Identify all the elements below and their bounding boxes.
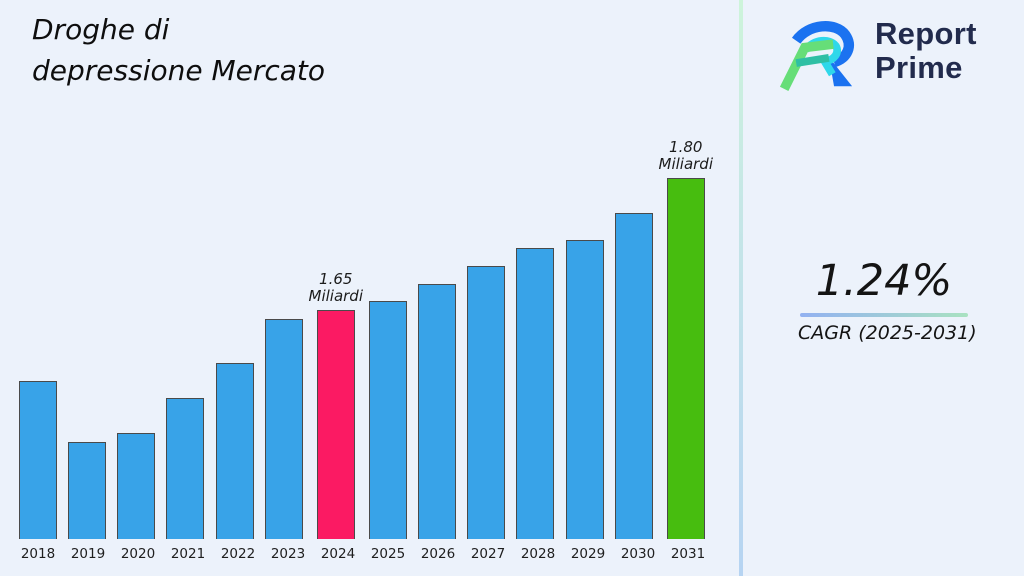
vertical-divider	[739, 0, 743, 576]
bar-column	[462, 266, 511, 539]
bar-column	[62, 442, 111, 539]
x-tick-label: 2018	[20, 546, 56, 562]
bar-value-label: 1.65 Miliardi	[308, 270, 364, 305]
bar-2022	[215, 363, 254, 539]
logo-text-line1: Report	[875, 15, 977, 51]
ticks-row: 2018 2019 2020 2021 2022 2023 2024 2025 2026 2027…	[13, 546, 713, 562]
logo-text-line2: Prime	[875, 50, 963, 85]
bar-2019	[67, 442, 106, 539]
bar-column	[13, 381, 62, 539]
bar-2024	[316, 310, 355, 539]
cagr-underline	[800, 313, 968, 317]
bars-row: 1.65 Miliardi 1.80 Miliardi	[13, 134, 713, 539]
x-tick-label: 2021	[170, 546, 206, 562]
x-tick-label: 2027	[470, 546, 506, 562]
bar-value-label: 1.80 Miliardi	[658, 138, 714, 173]
bar-column	[259, 319, 308, 539]
bar-2023	[264, 319, 303, 539]
x-tick-label: 2020	[120, 546, 156, 562]
bar-2030	[614, 213, 653, 539]
bar-2026	[417, 284, 456, 539]
x-tick-label: 2022	[220, 546, 256, 562]
bar-column	[210, 363, 259, 539]
bar-column	[161, 398, 210, 539]
cagr-label: CAGR (2025-2031)	[798, 322, 977, 344]
bar-2031	[666, 178, 705, 539]
cagr-panel: 1.24% CAGR (2025-2031)	[798, 256, 977, 344]
report-prime-logo: Report Prime	[779, 8, 977, 94]
bar-column	[609, 213, 658, 539]
x-tick-label: 2024	[320, 546, 356, 562]
x-tick-label: 2031	[670, 546, 706, 562]
bar-column	[112, 433, 161, 539]
x-tick-label: 2025	[370, 546, 406, 562]
bar-2018	[18, 381, 57, 539]
bar-column	[412, 284, 461, 539]
x-tick-label: 2019	[70, 546, 106, 562]
bar-column	[363, 301, 412, 539]
bar-chart: 1.65 Miliardi 1.80 Miliardi 2018 2019 2020 202…	[13, 134, 713, 562]
bar-2029	[565, 240, 604, 539]
page-title-line2: depressione Mercato	[32, 53, 326, 87]
bar-2027	[467, 266, 506, 539]
x-tick-label: 2029	[570, 546, 606, 562]
cagr-value: 1.24%	[815, 256, 953, 306]
bar-2020	[117, 433, 156, 539]
bar-column	[511, 248, 560, 539]
report-prime-logo-text: Report Prime	[875, 15, 977, 85]
bar-column: 1.80 Miliardi	[658, 138, 714, 539]
bar-2025	[368, 301, 407, 539]
x-tick-label: 2023	[270, 546, 306, 562]
report-prime-logo-icon	[779, 21, 854, 91]
x-tick-label: 2028	[520, 546, 556, 562]
page-title-line1: Droghe di	[32, 13, 170, 46]
bar-column: 1.65 Miliardi	[308, 270, 364, 539]
bar-2028	[516, 248, 555, 539]
bar-2021	[166, 398, 205, 539]
x-tick-label: 2030	[620, 546, 656, 562]
x-tick-label: 2026	[420, 546, 456, 562]
page-title: Droghe di depressione Mercato	[32, 10, 325, 91]
bar-column	[560, 240, 609, 539]
